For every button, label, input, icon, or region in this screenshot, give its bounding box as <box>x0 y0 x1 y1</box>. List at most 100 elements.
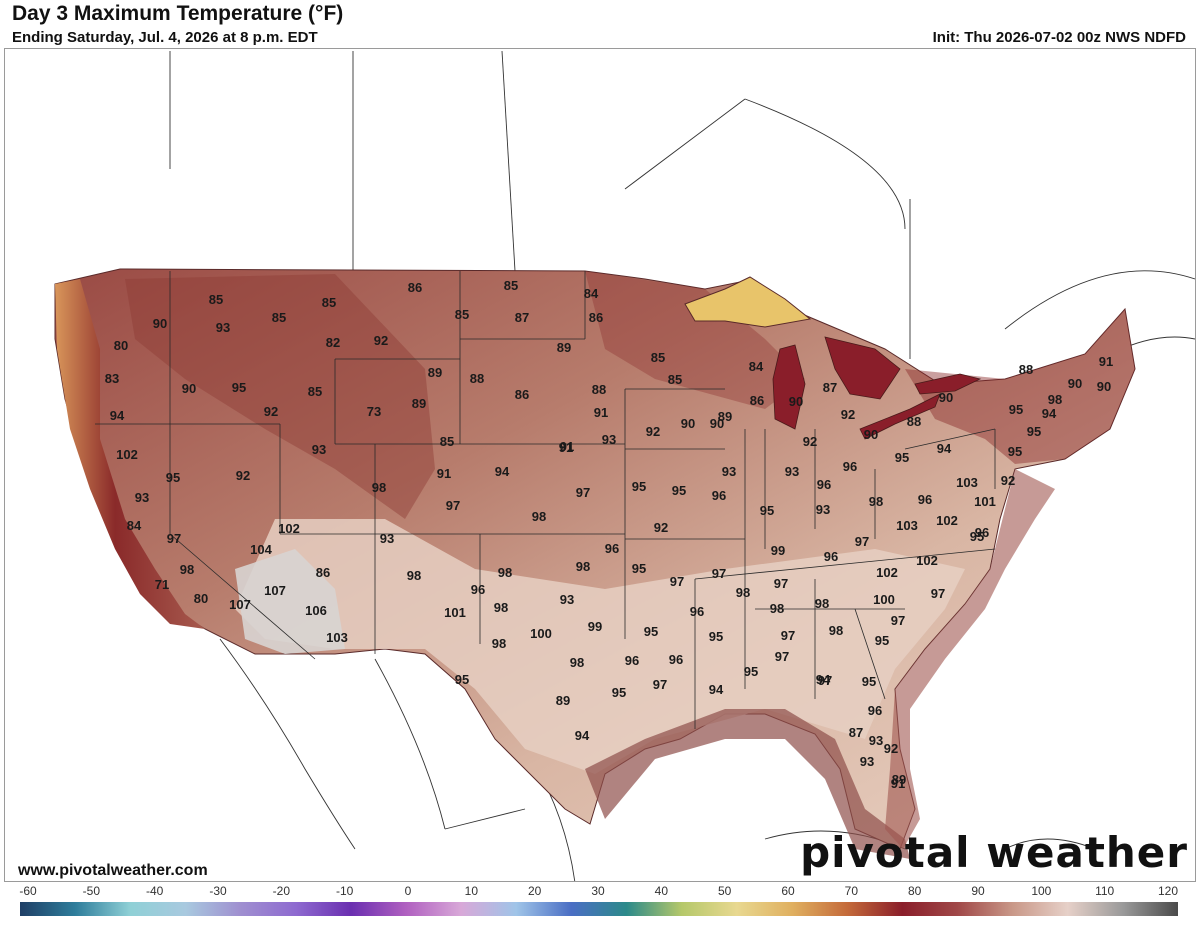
temp-label: 85 <box>455 307 469 322</box>
temp-label: 87 <box>823 380 837 395</box>
scale-tick-label: 100 <box>1031 884 1052 898</box>
temp-label: 93 <box>135 490 149 505</box>
temp-label: 90 <box>153 316 167 331</box>
temp-label: 107 <box>229 597 251 612</box>
scale-tick-label: -60 <box>19 884 37 898</box>
temp-label: 92 <box>654 520 668 535</box>
temp-label: 92 <box>803 434 817 449</box>
temp-label: 95 <box>760 503 774 518</box>
temp-label: 91 <box>560 439 574 454</box>
scale-tick-label: 90 <box>971 884 985 898</box>
temp-label: 89 <box>412 396 426 411</box>
temp-label: 83 <box>105 371 119 386</box>
temp-label: 102 <box>278 521 300 536</box>
scale-tick-label: 60 <box>781 884 795 898</box>
temp-label: 103 <box>326 630 348 645</box>
temp-label: 95 <box>895 450 909 465</box>
temp-label: 96 <box>625 653 639 668</box>
temp-label: 88 <box>592 382 606 397</box>
website-url[interactable]: www.pivotalweather.com <box>18 862 208 879</box>
map-panel[interactable]: 85 90 93 85 85 86 80 83 90 95 92 85 94 8… <box>4 48 1196 882</box>
temp-label: 99 <box>771 543 785 558</box>
temp-label: 92 <box>841 407 855 422</box>
temp-label: 96 <box>690 604 704 619</box>
temp-label: 90 <box>710 416 724 431</box>
temp-label: 96 <box>712 488 726 503</box>
temp-label: 98 <box>570 655 584 670</box>
temp-label: 98 <box>770 601 784 616</box>
temp-label: 98 <box>498 565 512 580</box>
scale-tick-label: 0 <box>404 884 412 898</box>
temp-label: 93 <box>869 733 883 748</box>
temp-label: 97 <box>167 531 181 546</box>
scale-tick-label: -50 <box>82 884 100 898</box>
temp-label: 87 <box>849 725 863 740</box>
temp-label: 95 <box>709 629 723 644</box>
temp-label: 90 <box>864 427 878 442</box>
temp-label: 100 <box>873 592 895 607</box>
temp-label: 98 <box>815 596 829 611</box>
temperature-labels: 85 90 93 85 85 86 80 83 90 95 92 85 94 8… <box>105 278 1113 791</box>
temp-label: 82 <box>326 335 340 350</box>
temp-label: 103 <box>896 518 918 533</box>
temp-label: 103 <box>956 475 978 490</box>
temp-label: 84 <box>749 359 764 374</box>
temp-label: 94 <box>110 408 125 423</box>
scale-tick-label: 120 <box>1157 884 1179 898</box>
temp-label: 98 <box>576 559 590 574</box>
temp-label: 88 <box>1019 362 1033 377</box>
scale-tick-label: 30 <box>591 884 605 898</box>
temp-label: 88 <box>907 414 921 429</box>
temp-label: 91 <box>437 466 451 481</box>
temp-label: 90 <box>1068 376 1082 391</box>
color-scale-labels: -60 -50 -40 -30 -20 -10 0 10 20 30 40 50 60 70 80 90 100… <box>0 884 1200 900</box>
temp-label: 71 <box>155 577 169 592</box>
temp-label: 92 <box>264 404 278 419</box>
temp-label: 85 <box>504 278 518 293</box>
temp-label: 97 <box>781 628 795 643</box>
temp-label: 87 <box>515 310 529 325</box>
scale-tick-label: 40 <box>654 884 669 898</box>
temp-label: 85 <box>209 292 223 307</box>
scale-tick-label: -30 <box>209 884 227 898</box>
temp-label: 94 <box>816 672 831 687</box>
temp-label: 95 <box>875 633 889 648</box>
temp-label: 91 <box>1099 354 1113 369</box>
temp-label: 97 <box>775 649 789 664</box>
temp-label: 101 <box>444 605 466 620</box>
temp-label: 93 <box>602 432 616 447</box>
temp-label: 85 <box>440 434 454 449</box>
temp-label: 89 <box>556 693 570 708</box>
temp-label: 107 <box>264 583 286 598</box>
temp-label: 86 <box>750 393 764 408</box>
temp-label: 97 <box>931 586 945 601</box>
temp-label: 90 <box>681 416 695 431</box>
temp-label: 90 <box>789 394 803 409</box>
valid-time-subtitle: Ending Saturday, Jul. 4, 2026 at 8 p.m. … <box>12 29 318 46</box>
state-borders <box>95 271 996 729</box>
temp-label: 95 <box>672 483 686 498</box>
temp-label: 91 <box>559 440 573 455</box>
temp-label: 97 <box>818 673 832 688</box>
temp-label: 97 <box>712 566 726 581</box>
temp-label: 96 <box>843 459 857 474</box>
temp-label: 96 <box>975 525 989 540</box>
temp-label: 85 <box>322 295 336 310</box>
temp-label: 90 <box>1097 379 1111 394</box>
temp-label: 106 <box>305 603 327 618</box>
temp-label: 98 <box>372 480 386 495</box>
temp-label: 95 <box>632 561 646 576</box>
temp-label: 93 <box>722 464 736 479</box>
temp-label: 89 <box>718 409 732 424</box>
temp-label: 98 <box>869 494 883 509</box>
temp-label: 86 <box>589 310 603 325</box>
scale-tick-label: 10 <box>464 884 479 898</box>
scale-tick-label: -10 <box>335 884 354 898</box>
temp-label: 92 <box>236 468 250 483</box>
temp-label: 86 <box>515 387 529 402</box>
temp-label: 93 <box>860 754 874 769</box>
temp-label: 96 <box>605 541 619 556</box>
temp-label: 92 <box>646 424 660 439</box>
temp-label: 89 <box>557 340 571 355</box>
temp-label: 91 <box>891 776 905 791</box>
